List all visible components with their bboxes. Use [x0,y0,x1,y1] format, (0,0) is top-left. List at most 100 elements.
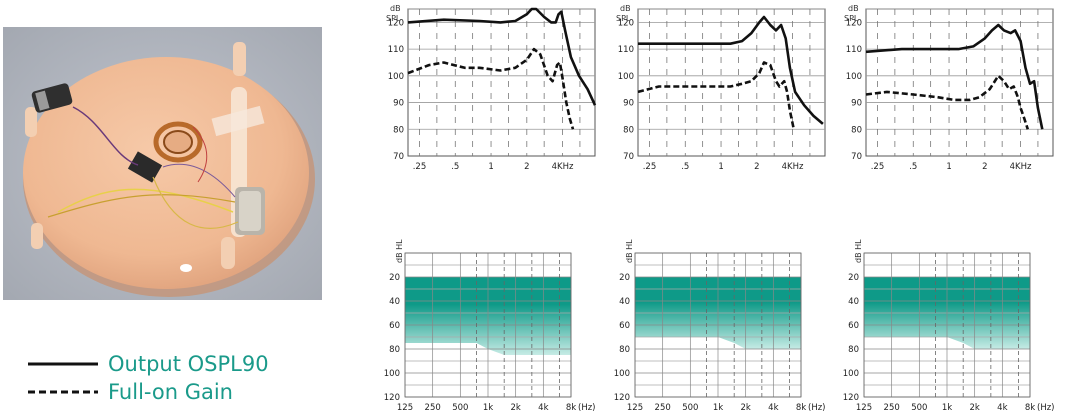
legend-item-full-on-gain: Full-on Gain [28,380,233,404]
x-tick-label: 250 [655,403,671,413]
x-tick-label: .25 [643,162,657,172]
x-tick-label: .25 [413,162,427,172]
y-axis-label-db: dB [620,4,631,13]
x-tick-label: 1k [942,403,952,413]
plot-frame [637,8,826,157]
x-tick-label: 2 [524,162,529,172]
x-tick-label: .5 [451,162,459,172]
series-full-on-gain-line [637,61,796,130]
hearing-aid-prototype-photo-icon [3,27,322,300]
y-tick-label: 20 [619,273,630,283]
y-tick-label: 20 [389,273,400,283]
x-tick-label: 8k [1025,403,1035,413]
y-axis-label-spl: SPL [616,14,631,23]
y-axis-label-spl: SPL [844,14,859,23]
x-axis-unit-label: (Hz) [808,403,826,413]
x-tick-label: 250 [425,403,441,413]
x-tick-label: 4KHz [1010,162,1032,172]
x-tick-label: 4k [768,403,778,413]
x-axis-unit-label: (Hz) [1037,403,1055,413]
y-axis-label-db-hl: dB HL [395,239,404,263]
y-tick-label: 120 [614,393,630,403]
x-tick-label: .25 [871,162,885,172]
y-tick-label: 80 [393,125,404,135]
y-axis-label-db-hl: dB HL [854,239,863,263]
y-axis-label-db: dB [848,4,859,13]
legend-label-full-on-gain: Full-on Gain [108,380,233,404]
legend-dashed-line-icon [28,390,98,394]
y-tick-label: 120 [618,18,634,28]
x-tick-label: 4KHz [782,162,804,172]
y-tick-label: 80 [851,125,862,135]
plot-border [863,252,1031,398]
y-tick-label: 120 [384,393,400,403]
y-tick-label: 120 [388,18,404,28]
y-tick-label: 70 [851,152,862,162]
x-tick-label: 1 [718,162,723,172]
y-tick-label: 90 [393,99,404,109]
y-tick-label: 100 [614,369,630,379]
x-tick-label: 2k [740,403,750,413]
x-tick-label: 250 [884,403,900,413]
x-tick-label: 2 [982,162,987,172]
y-tick-label: 40 [389,297,400,307]
x-tick-label: 125 [856,403,872,413]
y-axis-label-spl: SPL [386,14,401,23]
y-tick-label: 80 [389,345,400,355]
x-tick-label: .5 [909,162,917,172]
y-tick-label: 20 [848,273,859,283]
y-tick-label: 60 [619,321,630,331]
plot-frame [865,8,1054,157]
x-tick-label: 125 [397,403,413,413]
x-tick-label: 2k [969,403,979,413]
x-tick-label: .5 [681,162,689,172]
x-tick-label: 1 [488,162,493,172]
x-tick-label: 1 [946,162,951,172]
y-tick-label: 110 [388,45,404,55]
y-tick-label: 90 [623,99,634,109]
plot-border [404,252,572,398]
y-tick-label: 70 [623,152,634,162]
y-tick-label: 120 [843,393,859,403]
y-axis-label-db-hl: dB HL [625,239,634,263]
y-tick-label: 90 [851,99,862,109]
series-full-on-gain-line [407,47,575,130]
y-tick-label: 100 [384,369,400,379]
x-tick-label: 2k [510,403,520,413]
x-tick-label: 500 [452,403,468,413]
legend: Output OSPL90 Full-on Gain [28,352,328,408]
legend-solid-line-icon [28,362,98,366]
x-tick-label: 500 [911,403,927,413]
y-tick-label: 100 [618,72,634,82]
y-tick-label: 40 [848,297,859,307]
x-tick-label: 2 [754,162,759,172]
y-tick-label: 80 [619,345,630,355]
series-ospl90-line [865,23,1044,130]
y-tick-label: 110 [846,45,862,55]
plot-frame [407,8,596,157]
y-tick-label: 60 [848,321,859,331]
legend-item-output-ospl90: Output OSPL90 [28,352,269,376]
x-axis-unit-label: (Hz) [578,403,596,413]
y-tick-label: 80 [848,345,859,355]
series-full-on-gain-line [865,74,1030,130]
x-tick-label: 4k [997,403,1007,413]
x-tick-label: 1k [713,403,723,413]
plot-border [634,252,802,398]
x-tick-label: 4k [538,403,548,413]
series-ospl90-line [638,15,824,125]
x-tick-label: 500 [682,403,698,413]
y-tick-label: 70 [393,152,404,162]
y-tick-label: 80 [623,125,634,135]
x-tick-label: 4KHz [552,162,574,172]
y-tick-label: 120 [846,18,862,28]
y-tick-label: 100 [843,369,859,379]
x-tick-label: 125 [627,403,643,413]
y-tick-label: 40 [619,297,630,307]
